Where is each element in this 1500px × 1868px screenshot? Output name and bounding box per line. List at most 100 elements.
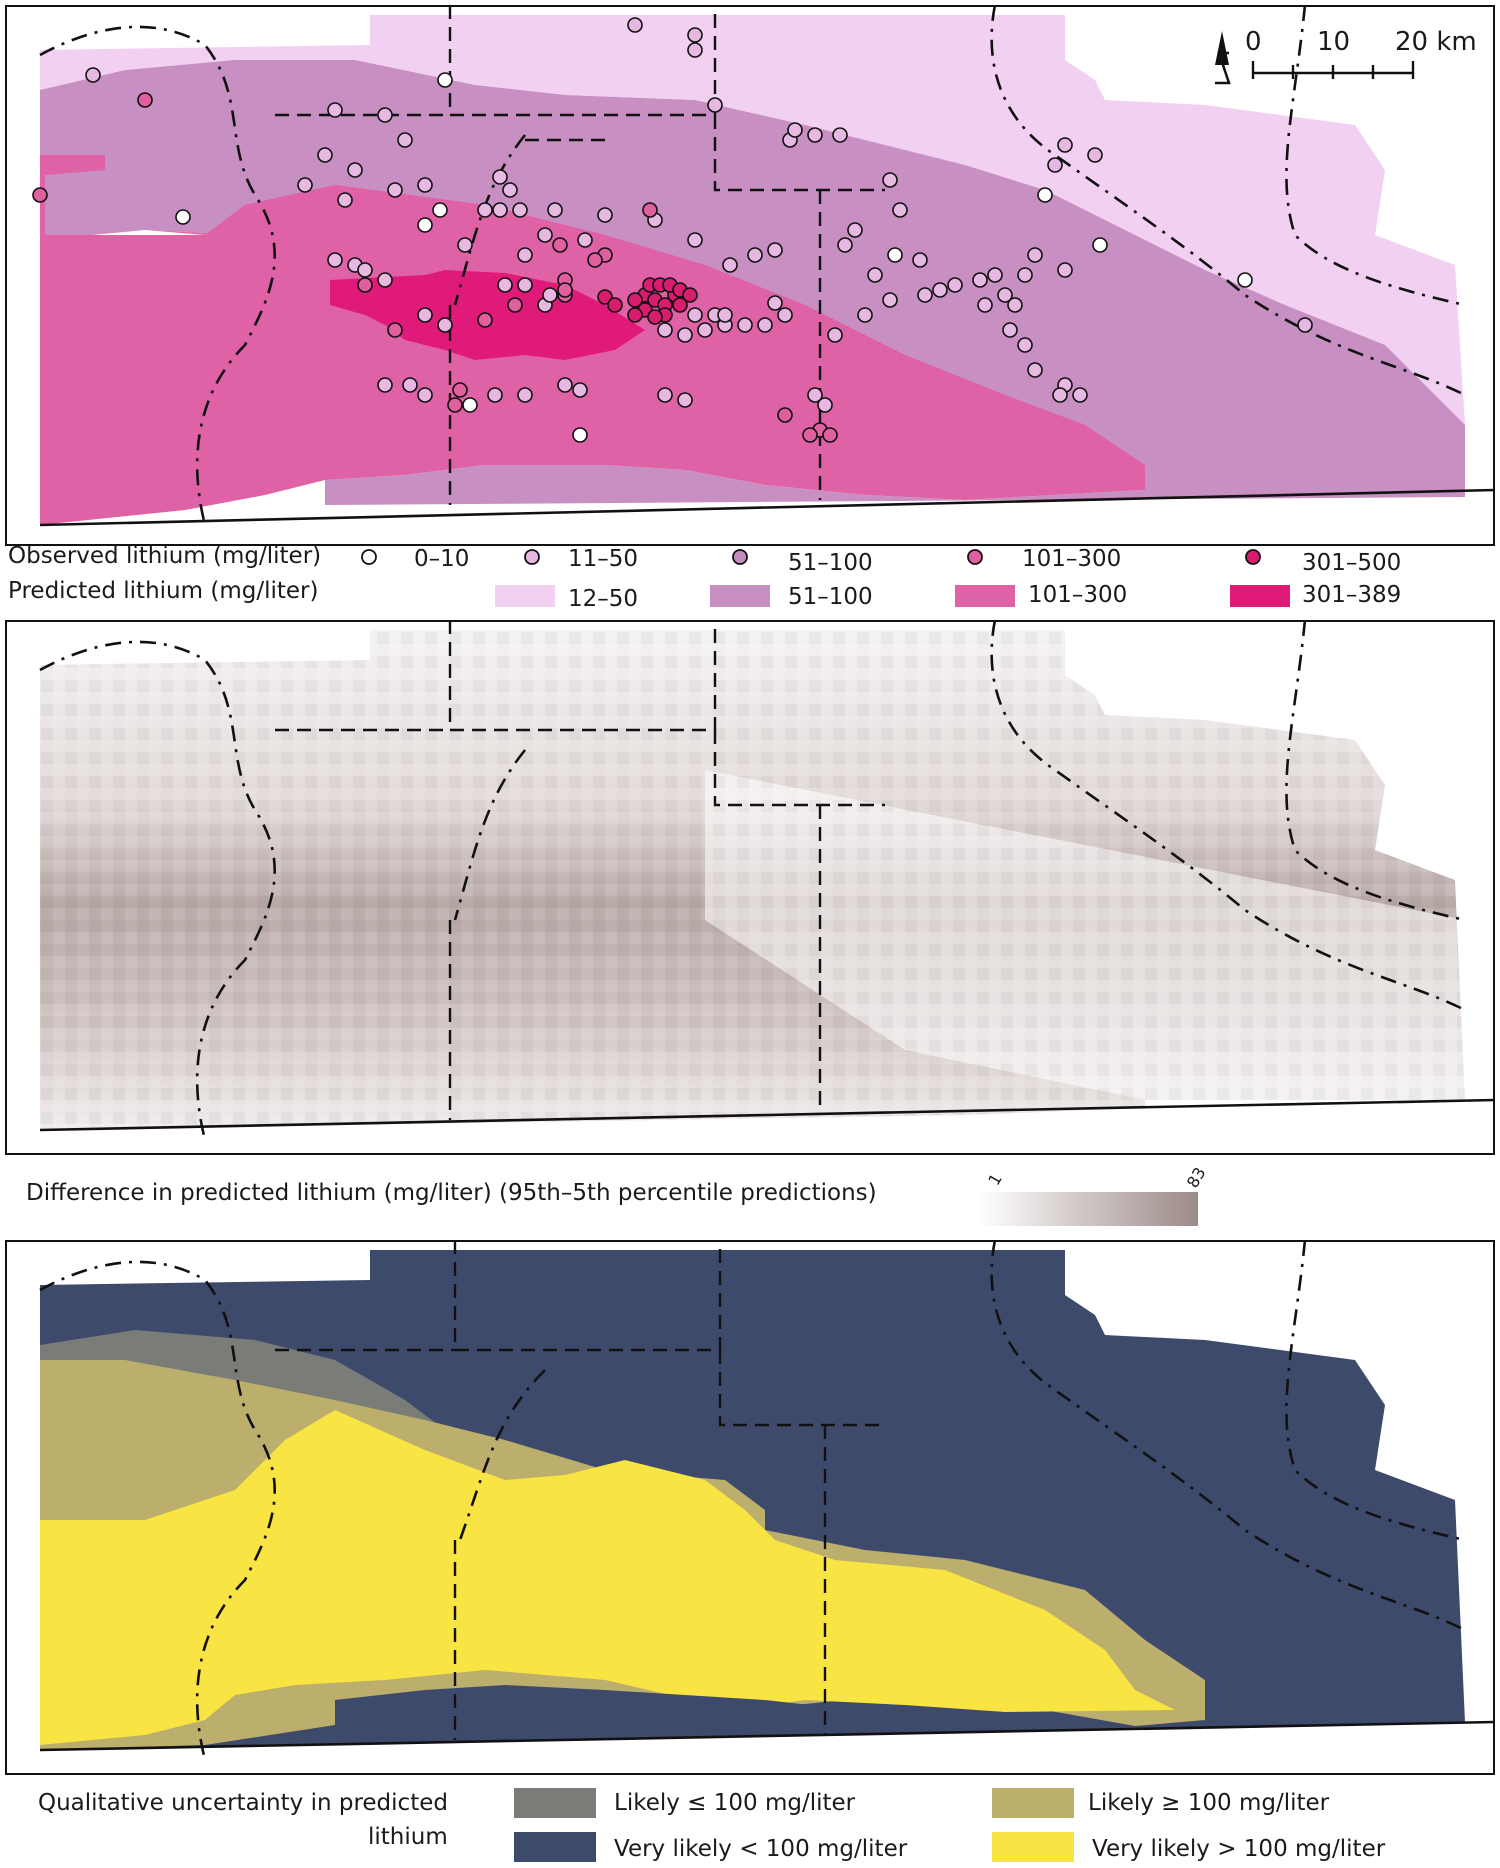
observed-point: [882, 172, 898, 188]
observed-point: [867, 267, 883, 283]
observed-point: [327, 102, 343, 118]
observed-point: [417, 217, 433, 233]
observed-point: [607, 297, 623, 313]
observed-point: [677, 392, 693, 408]
observed-point: [1087, 147, 1103, 163]
observed-point: [1052, 387, 1068, 403]
observed-point: [437, 317, 453, 333]
observed-class-0-10: 0–10: [414, 546, 470, 572]
observed-point: [492, 169, 508, 185]
predicted-swatch-101-300: [955, 585, 1015, 607]
boundary-lines: [275, 1240, 885, 1740]
observed-point: [687, 232, 703, 248]
observed-point: [387, 182, 403, 198]
south-border: [39, 488, 1495, 527]
observed-point: [807, 387, 823, 403]
observed-point: [1027, 247, 1043, 263]
observed-point: [1027, 362, 1043, 378]
observed-point: [597, 289, 613, 305]
zone-very-likely-gt-100: [40, 1410, 1175, 1745]
observed-point: [1017, 267, 1033, 283]
observed-point: [542, 287, 558, 303]
observed-point: [517, 277, 533, 293]
scale-tick-0: 0: [1245, 27, 1262, 57]
observed-point: [827, 327, 843, 343]
observed-point: [682, 287, 698, 303]
observed-point: [882, 292, 898, 308]
observed-point: [452, 382, 468, 398]
observed-lithium-points: [32, 17, 1313, 443]
observed-point: [972, 272, 988, 288]
observed-point: [492, 202, 508, 218]
observed-point: [987, 267, 1003, 283]
observed-point: [572, 427, 588, 443]
map-qualitative-uncertainty: [39, 1240, 1495, 1761]
observed-point: [357, 277, 373, 293]
observed-point: [597, 207, 613, 223]
observed-point: [507, 297, 523, 313]
panel-qualitative-uncertainty: [5, 1240, 1495, 1775]
observed-point: [417, 387, 433, 403]
observed-point: [477, 202, 493, 218]
rivers: [39, 620, 1466, 1141]
difference-legend-max: 83: [1182, 1163, 1210, 1192]
observed-point: [707, 97, 723, 113]
observed-point: [587, 252, 603, 268]
observed-point: [932, 282, 948, 298]
observed-point: [807, 127, 823, 143]
predicted-swatch-12-50: [495, 585, 555, 607]
observed-point: [137, 92, 153, 108]
observed-point: [347, 162, 363, 178]
observed-point: [537, 227, 553, 243]
observed-point: [777, 307, 793, 323]
label-very-likely-lt-100: Very likely < 100 mg/liter: [614, 1836, 908, 1862]
observed-point: [377, 107, 393, 123]
observed-point: [557, 377, 573, 393]
observed-point: [357, 262, 373, 278]
observed-point: [462, 397, 478, 413]
zone-very-likely-lt-100-south: [335, 1685, 905, 1735]
observed-point: [1037, 187, 1053, 203]
observed-point: [767, 242, 783, 258]
observed-point: [887, 247, 903, 263]
observed-point: [397, 132, 413, 148]
observed-point: [627, 307, 643, 323]
observed-point: [917, 287, 933, 303]
south-border: [39, 1098, 1495, 1132]
observed-point: [1047, 157, 1063, 173]
map-prediction-difference: [39, 620, 1495, 1141]
rivers: [39, 1240, 1466, 1761]
observed-point: [997, 287, 1013, 303]
observed-point: [437, 72, 453, 88]
boundary-lines: [275, 5, 885, 505]
observed-point: [577, 232, 593, 248]
observed-point: [297, 177, 313, 193]
observed-point: [717, 307, 733, 323]
swatch-very-likely-gt-100: [992, 1832, 1074, 1862]
observed-point: [1237, 272, 1253, 288]
observed-point: [432, 202, 448, 218]
observed-point: [1057, 262, 1073, 278]
observed-point: [552, 237, 568, 253]
observed-point: [512, 202, 528, 218]
observed-point: [497, 277, 513, 293]
observed-point: [502, 182, 518, 198]
rivers: [39, 5, 1466, 526]
observed-point: [627, 292, 643, 308]
observed-point: [175, 209, 191, 225]
observed-point: [627, 17, 643, 33]
observed-point: [822, 427, 838, 443]
observed-point: [387, 322, 403, 338]
swatch-likely-le-100: [514, 1788, 596, 1818]
label-likely-le-100: Likely ≤ 100 mg/liter: [614, 1790, 856, 1816]
observed-point: [837, 237, 853, 253]
observed-point: [817, 397, 833, 413]
observed-point: [722, 257, 738, 273]
difference-legend-title: Difference in predicted lithium (mg/lite…: [26, 1180, 877, 1206]
label-very-likely-gt-100: Very likely > 100 mg/liter: [1092, 1836, 1386, 1862]
observed-point: [657, 322, 673, 338]
observed-point: [657, 387, 673, 403]
observed-class-11-50: 11–50: [568, 546, 639, 572]
predicted-class-12-50: 12–50: [568, 586, 639, 612]
observed-lithium-title: Observed lithium (mg/liter): [8, 543, 322, 569]
